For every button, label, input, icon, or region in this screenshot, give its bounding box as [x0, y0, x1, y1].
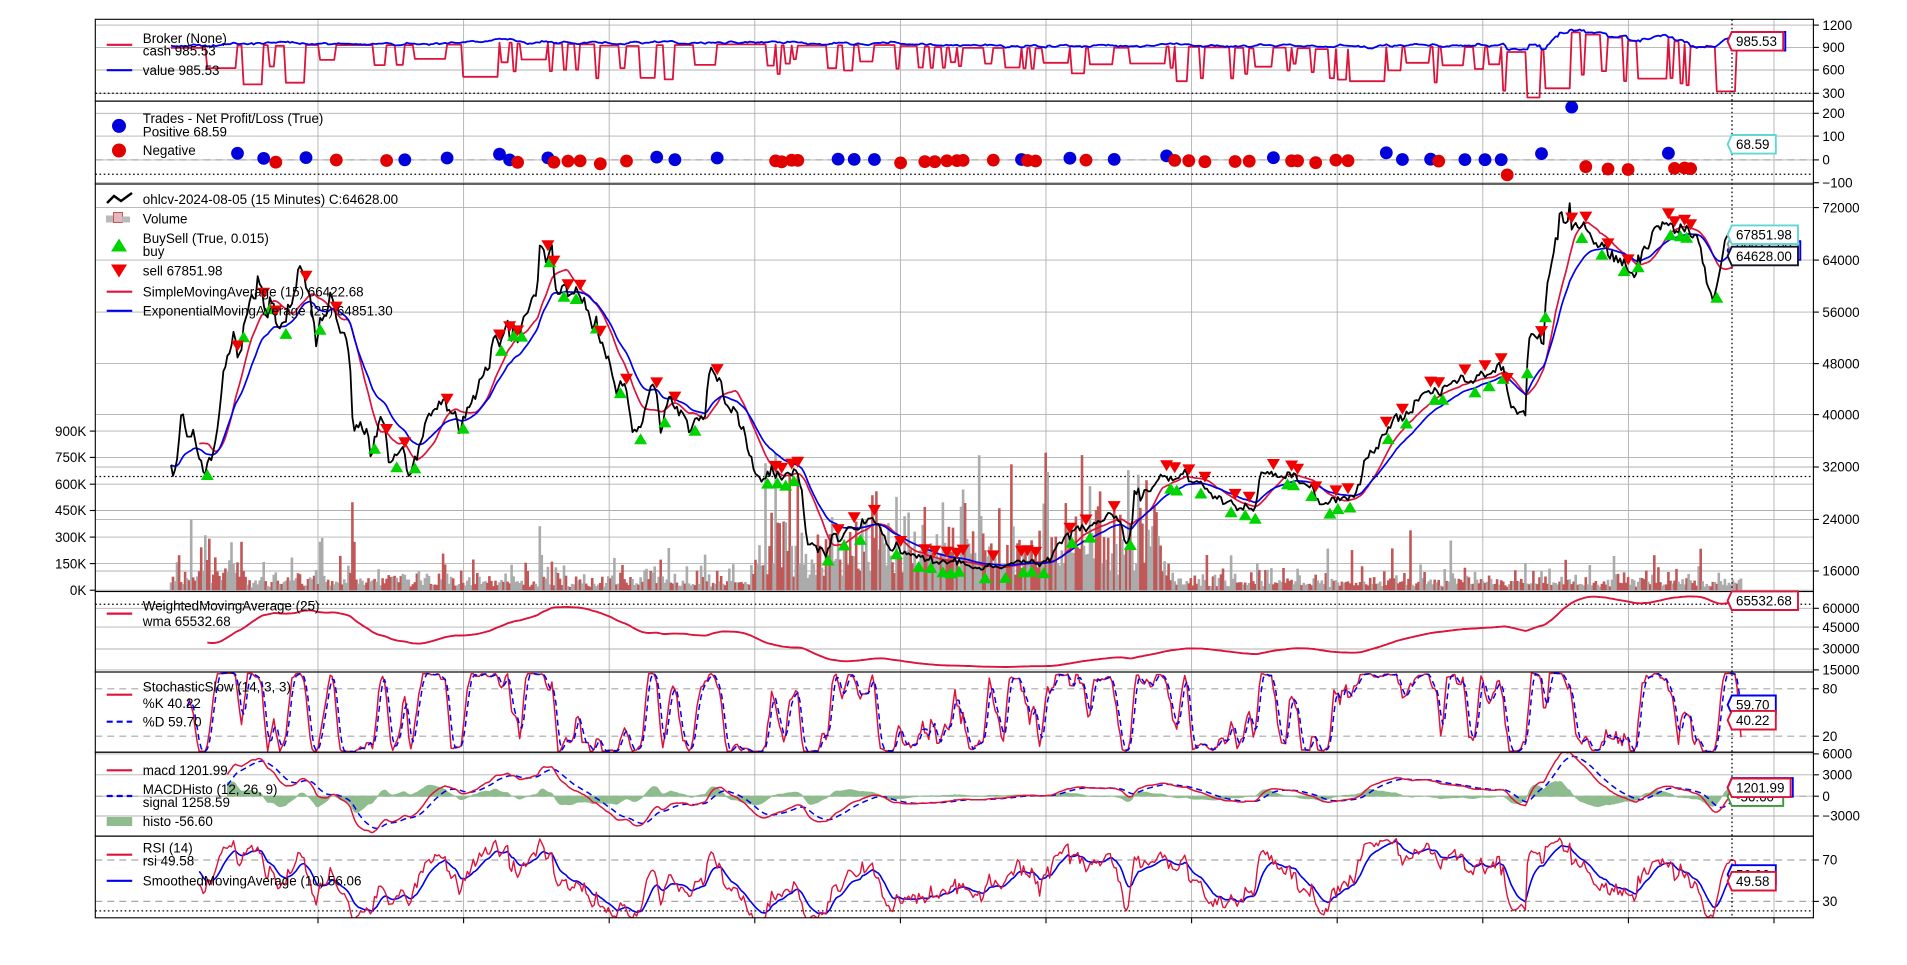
svg-text:BuySell (True, 0.015): BuySell (True, 0.015) — [143, 231, 269, 246]
svg-text:72000: 72000 — [1822, 200, 1859, 215]
svg-text:−3000: −3000 — [1822, 809, 1860, 824]
svg-text:cash 985.53: cash 985.53 — [143, 44, 216, 59]
svg-text:45000: 45000 — [1822, 620, 1859, 635]
svg-text:Negative: Negative — [143, 143, 196, 158]
svg-text:RSI (14): RSI (14) — [143, 841, 193, 856]
svg-text:0: 0 — [1822, 153, 1829, 168]
svg-text:300: 300 — [1822, 86, 1844, 101]
svg-text:67851.98: 67851.98 — [1736, 228, 1792, 243]
svg-text:60000: 60000 — [1822, 601, 1859, 616]
svg-text:3000: 3000 — [1822, 768, 1852, 783]
svg-text:150K: 150K — [55, 556, 86, 571]
svg-text:histo -56.60: histo -56.60 — [143, 814, 213, 829]
svg-text:56000: 56000 — [1822, 305, 1859, 320]
svg-text:MACDHisto (12, 26, 9): MACDHisto (12, 26, 9) — [143, 782, 278, 797]
svg-text:%K 40.22: %K 40.22 — [143, 696, 201, 711]
svg-text:750K: 750K — [55, 450, 86, 465]
svg-text:40000: 40000 — [1822, 407, 1859, 422]
svg-text:16000: 16000 — [1822, 564, 1859, 579]
svg-text:SmoothedMovingAverage (10) 56.: SmoothedMovingAverage (10) 56.06 — [143, 873, 362, 888]
svg-text:300K: 300K — [55, 530, 86, 545]
svg-text:−100: −100 — [1822, 175, 1852, 190]
svg-text:450K: 450K — [55, 503, 86, 518]
svg-text:Broker (None): Broker (None) — [143, 31, 227, 46]
svg-text:59.70: 59.70 — [1736, 698, 1770, 713]
svg-text:rsi 49.58: rsi 49.58 — [143, 854, 194, 869]
svg-text:%D 59.70: %D 59.70 — [143, 714, 202, 729]
svg-text:70: 70 — [1822, 853, 1837, 868]
svg-text:24000: 24000 — [1822, 512, 1859, 527]
svg-text:32000: 32000 — [1822, 460, 1859, 475]
svg-text:Positive 68.59: Positive 68.59 — [143, 124, 227, 139]
svg-text:StochasticSlow (14, 3, 3): StochasticSlow (14, 3, 3) — [143, 679, 291, 694]
svg-text:Volume: Volume — [143, 212, 188, 227]
svg-text:0: 0 — [1822, 789, 1829, 804]
svg-text:WeightedMovingAverage (25): WeightedMovingAverage (25) — [143, 598, 320, 613]
svg-text:buy: buy — [143, 244, 165, 259]
svg-text:15000: 15000 — [1822, 663, 1859, 678]
svg-text:6000: 6000 — [1822, 747, 1852, 762]
svg-text:Trades - Net Profit/Loss (True: Trades - Net Profit/Loss (True) — [143, 111, 324, 126]
svg-text:900K: 900K — [55, 424, 86, 439]
svg-text:40.22: 40.22 — [1736, 713, 1770, 728]
svg-text:49.58: 49.58 — [1736, 874, 1770, 889]
svg-text:900: 900 — [1822, 40, 1844, 55]
svg-text:64000: 64000 — [1822, 253, 1859, 268]
svg-text:macd 1201.99: macd 1201.99 — [143, 763, 228, 778]
svg-text:0K: 0K — [70, 583, 86, 598]
svg-text:SimpleMovingAverage (15) 66422: SimpleMovingAverage (15) 66422.68 — [143, 284, 364, 299]
svg-text:68.59: 68.59 — [1736, 137, 1770, 152]
svg-text:1200: 1200 — [1822, 18, 1852, 33]
svg-text:value 985.53: value 985.53 — [143, 63, 220, 78]
svg-text:signal 1258.59: signal 1258.59 — [143, 795, 230, 810]
svg-text:ohlcv-2024-08-05 (15 Minutes): ohlcv-2024-08-05 (15 Minutes) C:64628.00 — [143, 192, 398, 207]
svg-text:100: 100 — [1822, 129, 1844, 144]
svg-text:ExponentialMovingAverage (25): ExponentialMovingAverage (25) 64851.30 — [143, 303, 393, 318]
svg-text:65532.68: 65532.68 — [1736, 594, 1792, 609]
svg-text:600K: 600K — [55, 477, 86, 492]
svg-text:80: 80 — [1822, 682, 1837, 697]
svg-text:985.53: 985.53 — [1736, 34, 1777, 49]
svg-text:sell 67851.98: sell 67851.98 — [143, 263, 223, 278]
svg-text:wma 65532.68: wma 65532.68 — [142, 614, 231, 629]
svg-text:64628.00: 64628.00 — [1736, 249, 1792, 264]
svg-text:1201.99: 1201.99 — [1736, 781, 1784, 796]
svg-text:48000: 48000 — [1822, 356, 1859, 371]
svg-text:30: 30 — [1822, 894, 1837, 909]
svg-text:200: 200 — [1822, 106, 1844, 121]
svg-text:600: 600 — [1822, 63, 1844, 78]
svg-text:30000: 30000 — [1822, 642, 1859, 657]
svg-text:20: 20 — [1822, 729, 1837, 744]
